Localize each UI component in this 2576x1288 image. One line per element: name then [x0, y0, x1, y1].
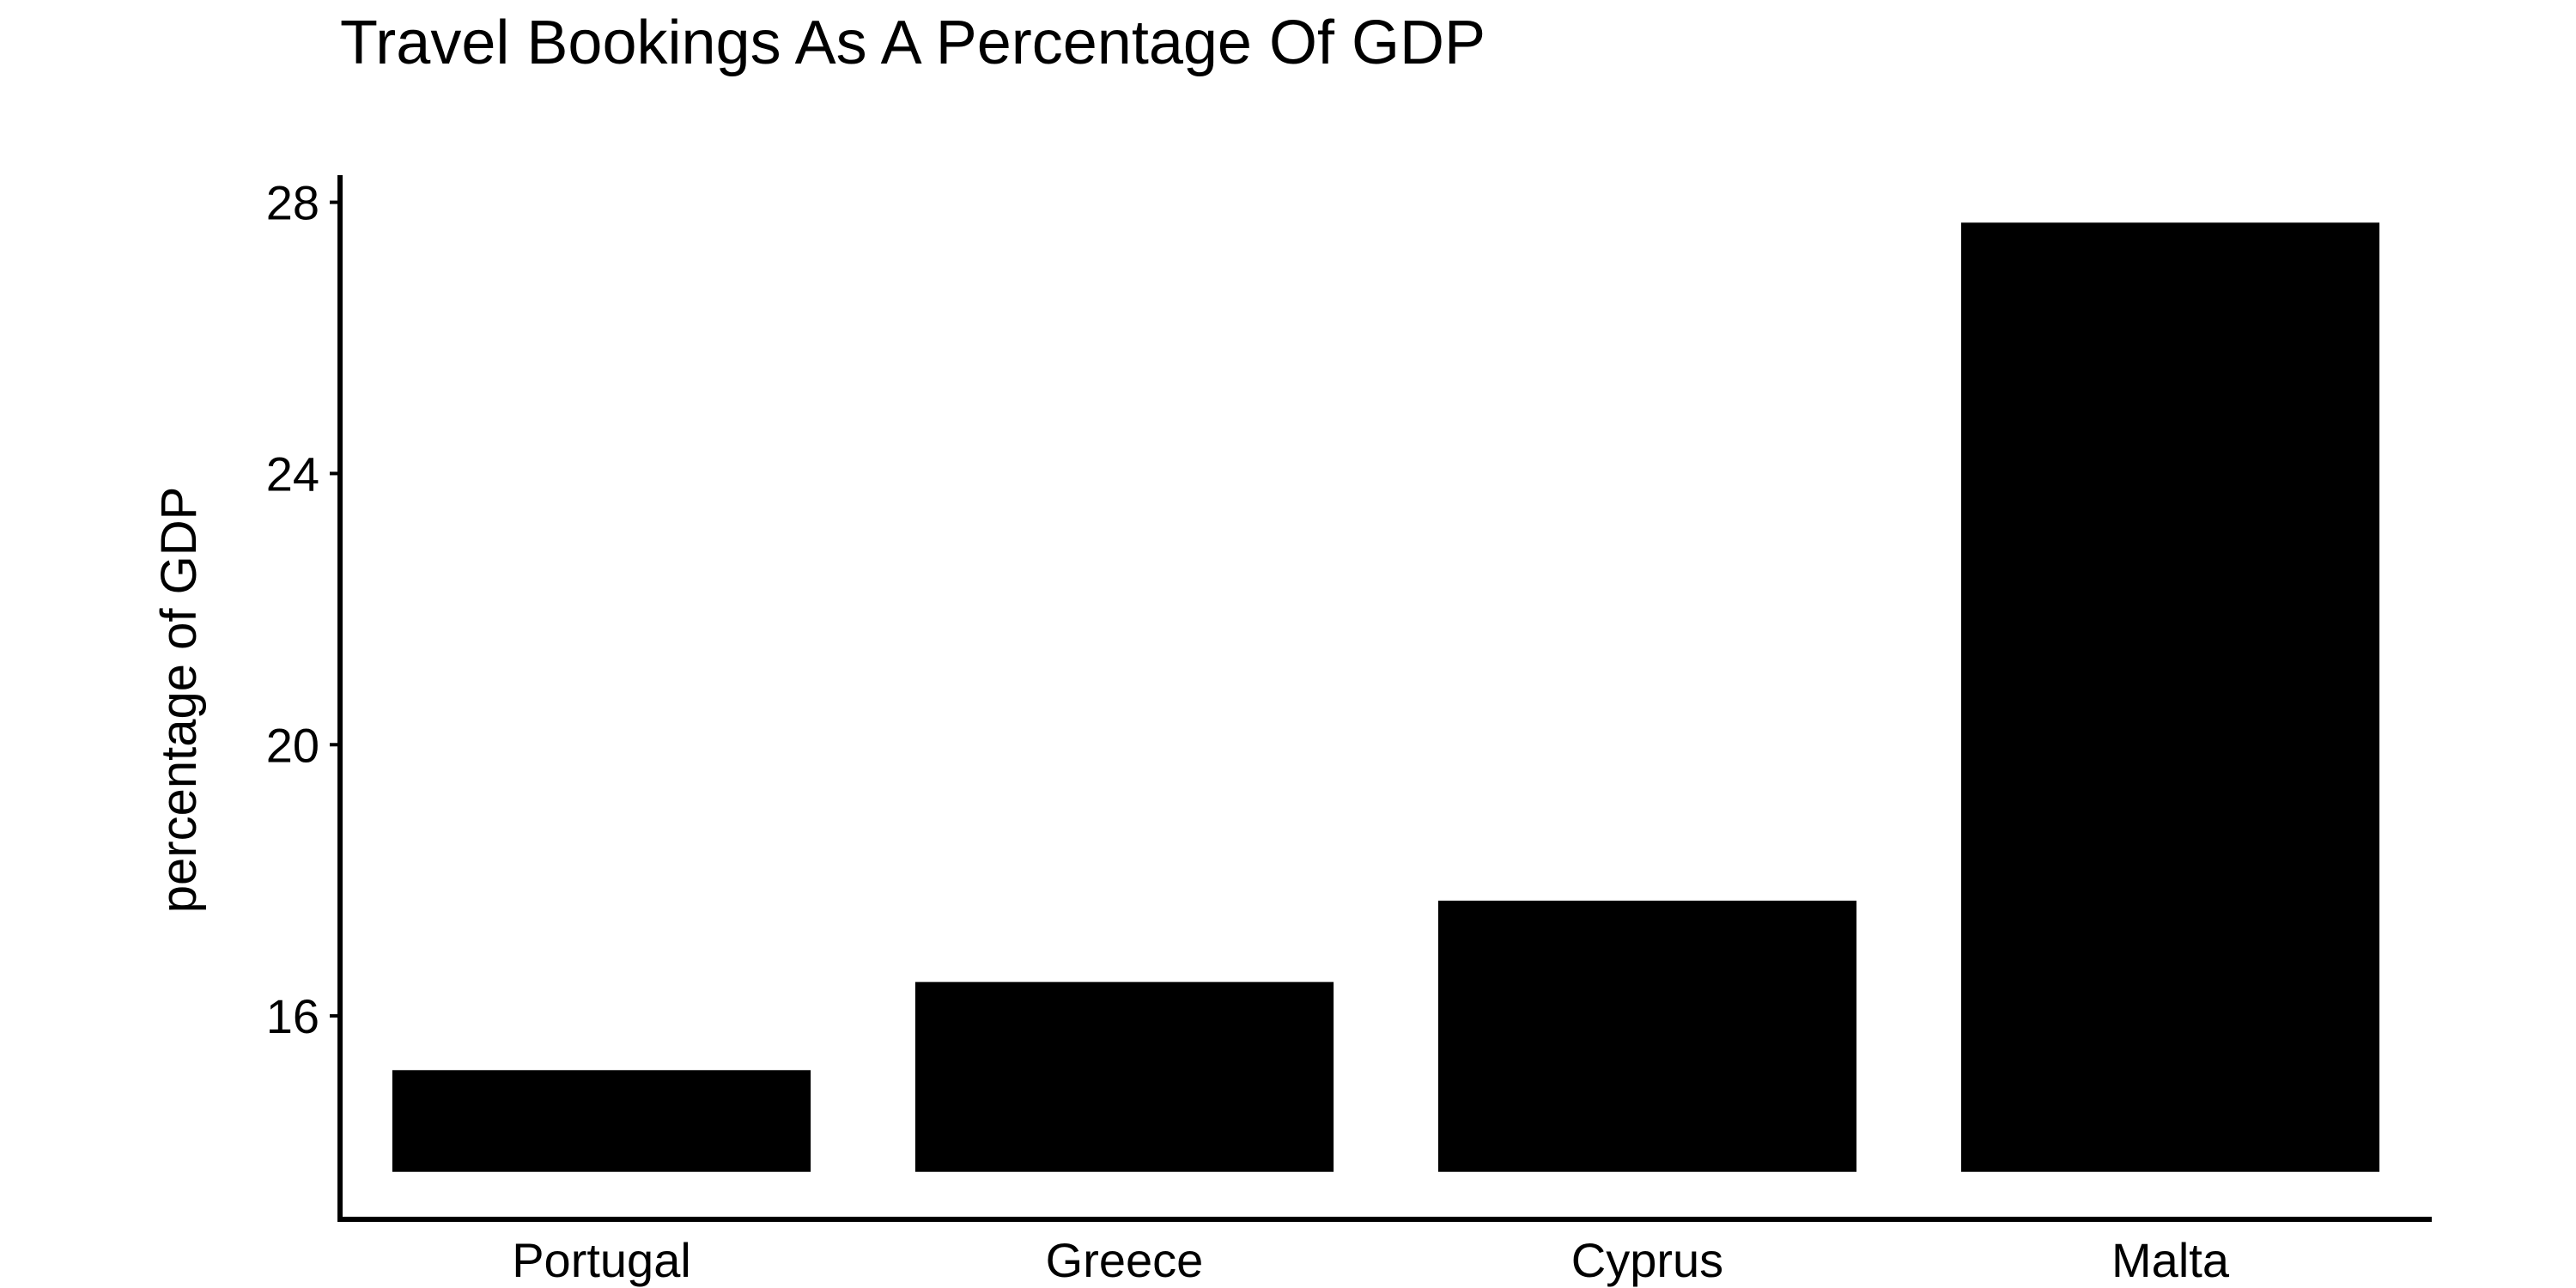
bar-portugal [392, 1070, 811, 1172]
bar-cyprus [1437, 900, 1857, 1172]
x-tick-label-greece: Greece [1046, 1233, 1204, 1287]
ticks-layer: Portugal Greece Cyprus Malta 16 20 24 28 [266, 176, 2230, 1287]
bar-malta [1960, 222, 2380, 1172]
x-tick-label-malta: Malta [2111, 1233, 2230, 1287]
y-tick-label-24: 24 [266, 447, 319, 501]
x-tick-label-portugal: Portugal [512, 1233, 691, 1287]
bars-layer [392, 222, 2380, 1172]
y-tick-label-20: 20 [266, 718, 319, 772]
y-tick-label-16: 16 [266, 989, 319, 1043]
y-tick-label-28: 28 [266, 176, 319, 230]
x-tick-label-cyprus: Cyprus [1571, 1233, 1723, 1287]
chart-title: Travel Bookings As A Percentage Of GDP [340, 9, 1485, 77]
bar-greece [914, 981, 1334, 1172]
y-axis-title: percentage of GDP [151, 487, 207, 914]
axes-layer [337, 175, 2432, 1222]
